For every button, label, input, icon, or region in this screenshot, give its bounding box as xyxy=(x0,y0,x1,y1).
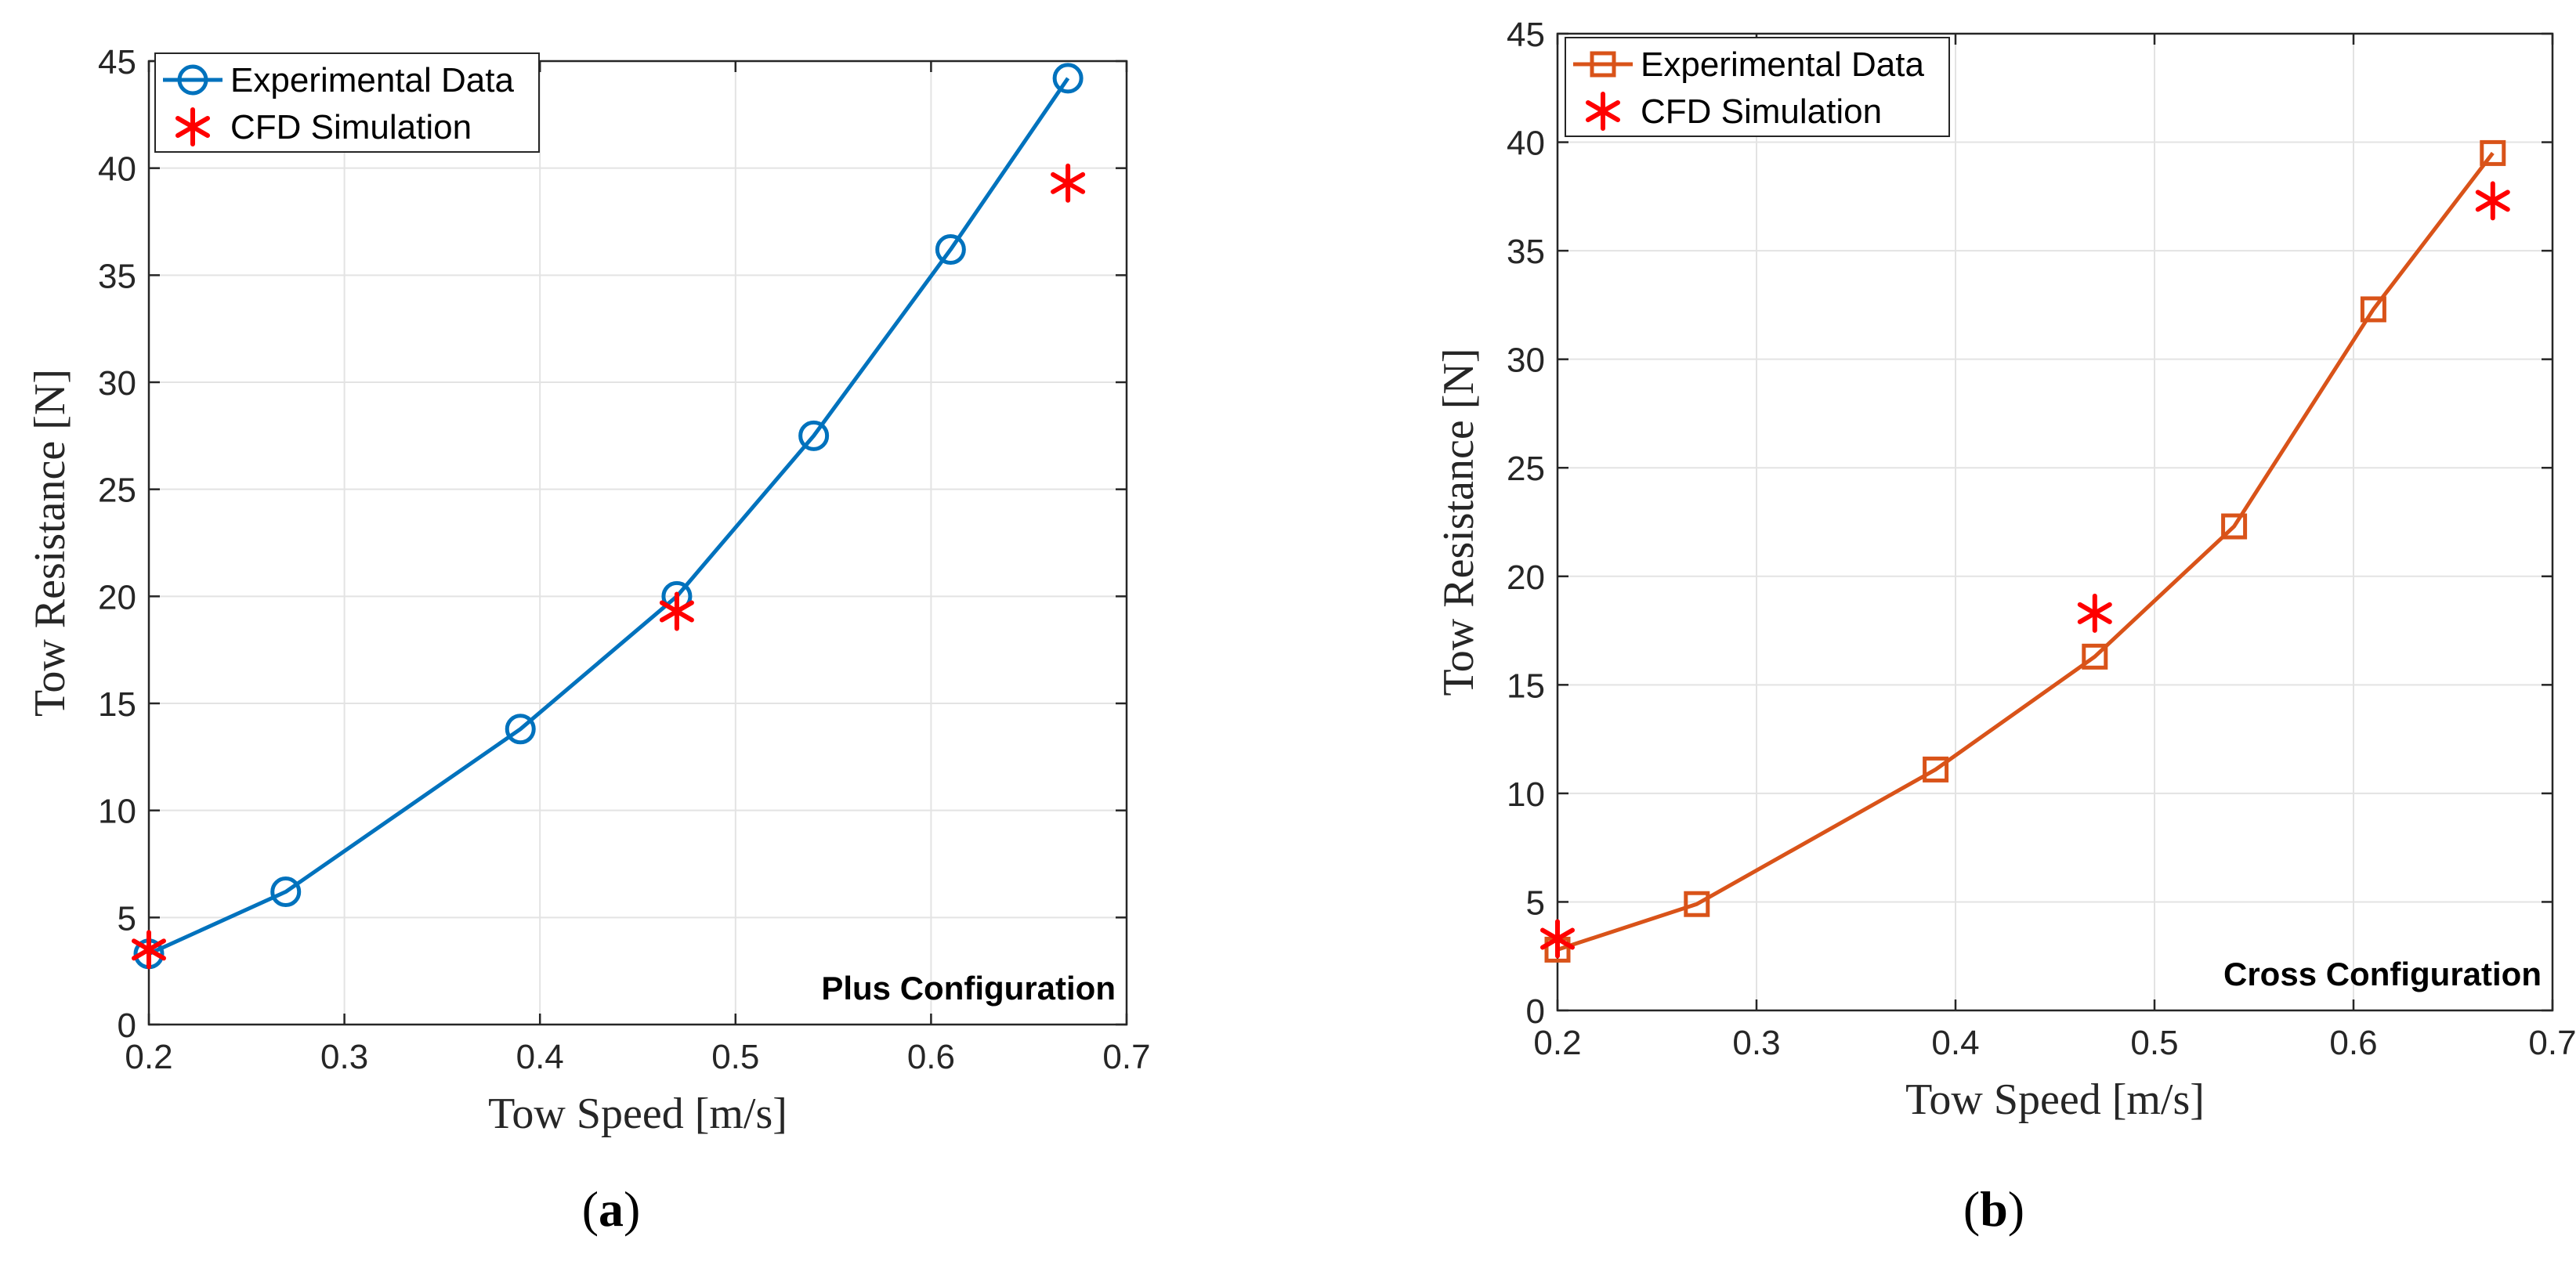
y-tick-label: 40 xyxy=(98,150,136,189)
x-axis-label: Tow Speed [m/s] xyxy=(1905,1075,2205,1124)
x-tick-label: 0.5 xyxy=(2130,1024,2178,1062)
axes-box xyxy=(1556,32,2554,1012)
configuration-annotation: Cross Configuration xyxy=(2223,956,2542,992)
data-point-square xyxy=(2360,296,2386,323)
legend: Experimental Data CFD Simulation xyxy=(154,52,540,153)
plot-area xyxy=(1558,34,2552,1010)
data-point-asterisk xyxy=(132,930,166,970)
caption-letter: b xyxy=(1980,1181,2008,1237)
data-point-square xyxy=(1684,891,1710,917)
y-tick-label: 45 xyxy=(98,43,136,81)
legend-marker-circle xyxy=(177,64,208,96)
legend: Experimental Data CFD Simulation xyxy=(1565,37,1950,137)
data-point-square xyxy=(2221,513,2248,540)
data-point-circle xyxy=(935,234,966,266)
x-tick-label: 0.6 xyxy=(2329,1024,2377,1062)
data-point-asterisk xyxy=(1540,919,1575,959)
legend-marker-asterisk xyxy=(175,107,210,146)
data-point-circle xyxy=(270,876,302,908)
y-tick-label: 35 xyxy=(1507,233,1545,271)
data-point-circle xyxy=(1052,63,1084,94)
y-tick-label: 0 xyxy=(118,1007,136,1045)
x-tick-label: 0.6 xyxy=(907,1038,955,1076)
x-tick-label: 0.3 xyxy=(320,1038,368,1076)
x-tick-label: 0.7 xyxy=(1102,1038,1150,1076)
panel-caption: (a) xyxy=(582,1181,641,1237)
y-tick-label: 5 xyxy=(1526,884,1545,922)
data-point-circle xyxy=(798,420,830,451)
series-asterisk xyxy=(1540,181,2510,959)
y-tick-label: 25 xyxy=(1507,450,1545,488)
caption-paren: ( xyxy=(582,1181,599,1237)
legend-label: CFD Simulation xyxy=(1641,92,1882,131)
legend-box xyxy=(1565,37,1950,137)
y-axis-label: Tow Resistance [N] xyxy=(26,369,74,717)
panel-caption: (b) xyxy=(1963,1181,2024,1237)
data-point-asterisk xyxy=(1051,163,1086,203)
x-tick-label: 0.2 xyxy=(125,1038,172,1076)
legend-marker-asterisk xyxy=(1586,92,1620,131)
x-tick-label: 0.4 xyxy=(1931,1024,1979,1062)
x-axis-label: Tow Speed [m/s] xyxy=(488,1090,787,1138)
caption-paren: ) xyxy=(2008,1181,2024,1237)
caption-letter: a xyxy=(599,1181,624,1237)
x-tick-label: 0.7 xyxy=(2528,1024,2576,1062)
chart-panel-b: 0.2 0.3 0.4 0.5 0.6 0.7 0 5 10 15 20 25 30 35 40 45 Tow … xyxy=(1435,16,2576,1237)
y-tick-label: 20 xyxy=(98,578,136,616)
caption-paren: ) xyxy=(624,1181,640,1237)
x-tick-label: 0.2 xyxy=(1533,1024,1581,1062)
y-tick-label: 40 xyxy=(1507,125,1545,163)
y-tick-label: 20 xyxy=(1507,558,1545,597)
configuration-annotation: Plus Configuration xyxy=(821,970,1116,1007)
y-tick-label: 5 xyxy=(118,899,136,938)
data-point-circle xyxy=(505,714,536,745)
y-tick-label: 15 xyxy=(1507,667,1545,705)
y-tick-label: 45 xyxy=(1507,16,1545,54)
legend-label: Experimental Data xyxy=(1641,45,1924,84)
plot-area xyxy=(149,61,1127,1025)
legend-box xyxy=(154,52,540,153)
axes-box xyxy=(147,60,1128,1026)
y-tick-label: 30 xyxy=(1507,342,1545,380)
y-tick-label: 25 xyxy=(98,472,136,510)
series-asterisk xyxy=(132,163,1086,970)
y-tick-label: 10 xyxy=(98,793,136,831)
data-point-asterisk xyxy=(2077,593,2112,633)
legend-label: CFD Simulation xyxy=(230,108,472,146)
data-point-square xyxy=(2480,139,2506,166)
series-line xyxy=(1557,151,2495,952)
chart-panel-a: 0.2 0.3 0.4 0.5 0.6 0.7 0 5 10 15 20 25 30 35 40 45 Tow … xyxy=(26,43,1151,1237)
data-point-asterisk xyxy=(659,591,694,631)
y-tick-label: 15 xyxy=(98,685,136,724)
x-tick-label: 0.5 xyxy=(711,1038,759,1076)
y-tick-label: 30 xyxy=(98,364,136,403)
y-tick-label: 0 xyxy=(1526,992,1545,1031)
x-tick-label: 0.4 xyxy=(516,1038,564,1076)
y-axis-label: Tow Resistance [N] xyxy=(1435,349,1483,696)
y-tick-label: 35 xyxy=(98,257,136,295)
legend-label: Experimental Data xyxy=(230,61,514,99)
data-point-square xyxy=(1923,756,1949,782)
data-point-square xyxy=(2082,643,2108,670)
x-tick-label: 0.3 xyxy=(1732,1024,1780,1062)
y-tick-label: 10 xyxy=(1507,775,1545,814)
legend-marker-square xyxy=(1590,51,1616,78)
data-point-asterisk xyxy=(2475,181,2510,221)
caption-paren: ( xyxy=(1963,1181,1980,1237)
